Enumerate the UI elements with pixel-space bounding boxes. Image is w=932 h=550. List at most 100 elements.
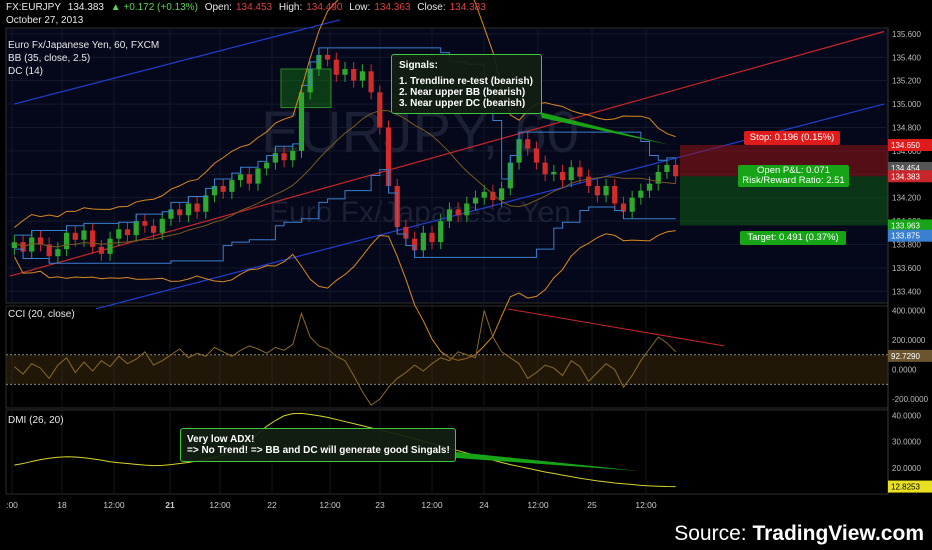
trendline-red bbox=[9, 30, 885, 277]
x-tick-label: 25 bbox=[587, 500, 597, 510]
candle-body bbox=[333, 59, 339, 75]
entry-zone-box bbox=[280, 68, 332, 109]
candle-body bbox=[281, 153, 287, 161]
last-price: 134.383 bbox=[67, 2, 104, 13]
candle-body bbox=[255, 168, 261, 184]
candle-body bbox=[646, 183, 653, 191]
candle-body bbox=[185, 203, 191, 216]
cci-line bbox=[14, 310, 677, 406]
candle-body bbox=[124, 229, 131, 236]
bb-legend: BB (35, close, 2.5) bbox=[8, 53, 91, 64]
x-tick-label: 22 bbox=[267, 500, 277, 510]
low-label: Low: bbox=[349, 2, 371, 13]
cci-last-label: 92.7290 bbox=[891, 352, 920, 361]
candle-body bbox=[525, 139, 531, 149]
y-tick-label: 133.400 bbox=[892, 287, 921, 296]
source-prefix: Source: bbox=[674, 522, 753, 545]
high-value: 134.490 bbox=[306, 2, 343, 13]
open-value: 134.453 bbox=[235, 2, 273, 13]
adx-callout: Very low ADX! => No Trend! => BB and DC … bbox=[180, 428, 456, 462]
bollinger-upper bbox=[14, 0, 676, 228]
candle-body bbox=[229, 180, 235, 192]
candle-body bbox=[63, 232, 70, 250]
bollinger-lower bbox=[13, 230, 676, 361]
candle-body bbox=[37, 237, 44, 245]
candle-body bbox=[568, 167, 574, 181]
donchian-lower bbox=[14, 169, 676, 264]
candle-body bbox=[385, 127, 392, 186]
candle-body bbox=[98, 246, 104, 254]
risk-reward: Risk/Reward Ratio: 2.51 bbox=[742, 175, 845, 186]
cci-last-bg bbox=[888, 349, 932, 362]
candle-body bbox=[594, 185, 600, 196]
y-tick-label: 135.600 bbox=[892, 30, 921, 39]
dmi-last-bg bbox=[888, 480, 932, 493]
signals-pointer bbox=[540, 112, 670, 145]
candle-body bbox=[246, 174, 252, 184]
price-label-bg bbox=[888, 170, 932, 183]
x-tick-label: 18 bbox=[57, 500, 67, 510]
stop-tag: Stop: 0.196 (0.15%) bbox=[744, 131, 840, 145]
chart-date: October 27, 2013 bbox=[6, 15, 84, 26]
candle-body bbox=[586, 176, 592, 186]
candle-body bbox=[272, 153, 278, 163]
candle-body bbox=[533, 148, 540, 163]
series-title: Euro Fx/Japanese Yen, 60, FXCM bbox=[8, 40, 160, 51]
candle-body bbox=[403, 226, 409, 239]
bollinger-basis bbox=[14, 110, 676, 248]
adx-line bbox=[14, 412, 676, 488]
candle-body bbox=[612, 185, 618, 204]
y-tick-label: 135.000 bbox=[892, 100, 921, 109]
candle-body bbox=[116, 229, 122, 239]
symbol-label: FX:EURJPY bbox=[6, 2, 62, 13]
candle-body bbox=[472, 197, 479, 204]
candle-body bbox=[264, 162, 270, 169]
price-label-bg bbox=[888, 219, 932, 232]
candle-body bbox=[29, 237, 35, 252]
candle-body bbox=[368, 71, 374, 93]
candle-body bbox=[81, 230, 87, 240]
source-brand: TradingView.com bbox=[752, 522, 924, 545]
price-label: 133.875 bbox=[891, 232, 920, 241]
candle-body bbox=[72, 232, 78, 240]
x-tick-label: :00 bbox=[6, 500, 18, 510]
candle-body bbox=[664, 164, 670, 172]
signal-3: 3. Near upper DC (bearish) bbox=[399, 98, 526, 109]
candle-body bbox=[237, 174, 244, 181]
y-tick-label: 133.800 bbox=[892, 240, 921, 249]
dc-legend: DC (14) bbox=[8, 66, 44, 77]
y-tick-label: 134.800 bbox=[892, 123, 921, 132]
close-value: 134.383 bbox=[449, 2, 486, 13]
candle-body bbox=[342, 68, 348, 75]
cci-tick-label: 0.0000 bbox=[892, 366, 917, 375]
cci-tick-label: -200.0000 bbox=[892, 395, 929, 404]
candle-body bbox=[46, 244, 52, 257]
source-credit: Source: TradingView.com bbox=[674, 522, 924, 546]
y-tick-label: 135.200 bbox=[892, 77, 921, 86]
candle-body bbox=[351, 68, 357, 81]
y-tick-label: 135.400 bbox=[892, 53, 921, 62]
candle-body bbox=[455, 209, 461, 216]
candle-body bbox=[481, 191, 487, 198]
y-tick-label: 133.600 bbox=[892, 264, 921, 273]
candle-body bbox=[159, 218, 165, 233]
candle-body bbox=[446, 209, 453, 222]
price-label: 133.963 bbox=[891, 221, 920, 230]
candle-body bbox=[324, 54, 331, 60]
adx-line-2: => No Trend! => BB and DC will generate … bbox=[187, 445, 450, 456]
candle-body bbox=[220, 185, 226, 192]
candle-body bbox=[150, 225, 157, 233]
x-tick-label: 12:00 bbox=[635, 500, 657, 510]
pane-2 bbox=[5, 305, 889, 409]
candle-body bbox=[673, 164, 679, 177]
price-label-bg bbox=[888, 139, 932, 152]
candle-body bbox=[359, 71, 366, 81]
candle-body bbox=[11, 242, 17, 248]
candle-body bbox=[55, 249, 61, 257]
signal-1: 1. Trendline re-test (bearish) bbox=[399, 76, 533, 87]
signal-2: 2. Near upper BB (bearish) bbox=[399, 87, 526, 98]
x-tick-label: 12:00 bbox=[103, 500, 125, 510]
candle-body bbox=[551, 171, 557, 175]
dmi-tick-label: 40.0000 bbox=[892, 411, 921, 420]
candle-body bbox=[177, 209, 183, 216]
